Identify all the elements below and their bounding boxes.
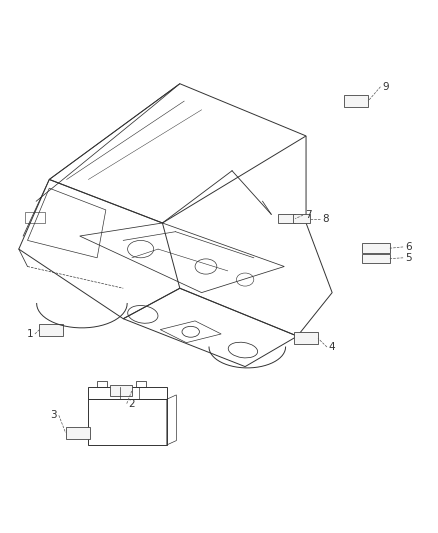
Bar [97, 381, 107, 387]
Text: 6: 6 [405, 242, 412, 252]
Bar [136, 381, 146, 387]
Bar [66, 426, 89, 439]
Bar [344, 95, 368, 107]
Text: 5: 5 [405, 253, 412, 263]
Text: 1: 1 [26, 329, 33, 339]
Bar [293, 214, 311, 223]
Bar [361, 254, 390, 263]
Bar [278, 214, 295, 223]
Text: 8: 8 [322, 214, 329, 224]
Bar [361, 244, 390, 253]
Text: 9: 9 [382, 82, 389, 92]
Text: 4: 4 [329, 342, 336, 352]
Text: 7: 7 [305, 210, 311, 220]
Bar [294, 332, 318, 344]
Text: 3: 3 [50, 410, 57, 421]
Bar [25, 212, 45, 223]
Bar [88, 399, 167, 445]
Text: 2: 2 [129, 399, 135, 409]
Bar [110, 385, 132, 396]
Bar [39, 324, 64, 336]
